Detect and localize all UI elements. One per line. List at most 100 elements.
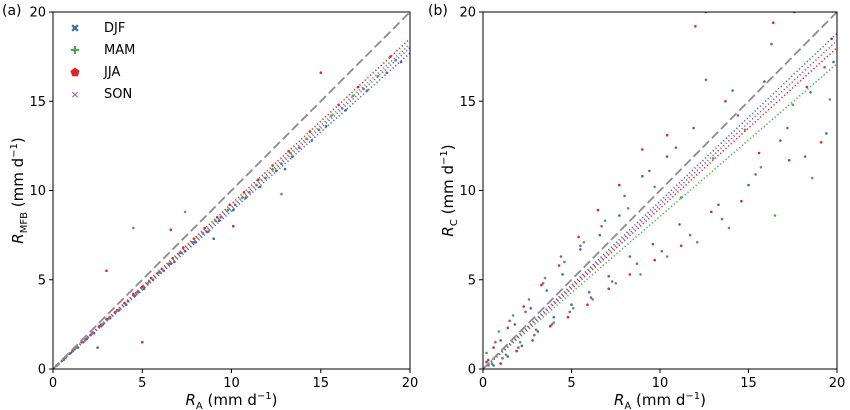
data-point — [786, 126, 789, 130]
data-point — [665, 155, 669, 158]
data-point — [618, 214, 621, 217]
x-tick-label: 0 — [49, 376, 57, 391]
data-point — [641, 148, 644, 151]
fit-line-MAM — [483, 63, 837, 369]
data-point — [628, 255, 632, 258]
data-point — [157, 271, 160, 274]
data-point — [515, 349, 518, 353]
data-point — [508, 319, 511, 323]
y-tick-label: 10 — [459, 184, 476, 199]
data-point — [598, 233, 602, 237]
data-point — [499, 339, 503, 342]
data-point — [586, 303, 589, 307]
data-point — [141, 285, 144, 289]
data-point — [561, 273, 564, 276]
x-tick-label: 10 — [223, 376, 240, 391]
data-point — [283, 167, 287, 171]
data-point — [579, 244, 582, 248]
data-point — [623, 194, 626, 198]
data-point — [651, 242, 655, 246]
data-point — [754, 173, 757, 176]
data-point — [724, 100, 727, 103]
data-point — [531, 339, 534, 342]
data-point — [757, 151, 761, 155]
data-point — [485, 351, 488, 355]
data-point — [660, 249, 664, 253]
data-point — [533, 333, 536, 337]
x-tick-label: 15 — [740, 376, 757, 391]
data-point — [717, 203, 720, 207]
data-point — [135, 290, 139, 294]
x-axis-label: RA (mm d−1) — [614, 391, 706, 410]
series-JJA — [485, 21, 833, 365]
data-point — [639, 273, 642, 276]
data-point — [506, 326, 510, 330]
data-point — [736, 114, 740, 117]
data-point — [351, 94, 355, 98]
data-point — [832, 60, 835, 64]
data-point — [207, 230, 210, 233]
data-point — [485, 360, 488, 364]
y-tick-label: 0 — [468, 363, 476, 378]
data-point — [819, 141, 823, 144]
one-to-one-line — [483, 12, 837, 369]
data-point — [85, 337, 89, 341]
data-point — [517, 346, 520, 349]
plot-area — [53, 12, 410, 369]
data-point — [552, 315, 556, 319]
y-tick-label: 20 — [459, 6, 476, 21]
data-point — [600, 224, 603, 228]
data-point — [499, 362, 503, 365]
data-point — [720, 217, 724, 221]
data-point — [545, 289, 548, 292]
data-point — [280, 192, 283, 196]
data-point — [828, 98, 832, 101]
data-point — [494, 340, 497, 344]
fit-line-JJA — [483, 47, 837, 369]
data-point — [641, 174, 644, 178]
data-point — [825, 132, 828, 135]
data-point — [520, 344, 524, 348]
data-point — [607, 274, 610, 278]
data-point — [497, 330, 501, 333]
data-point — [648, 169, 651, 173]
data-point — [540, 283, 543, 287]
panel-b: 0 5 10 15 20 0 5 10 15 20 RA (mm d−1) RC (mm d−1) (b… — [428, 3, 845, 410]
data-point — [541, 282, 545, 285]
x-tick-label: 5 — [138, 376, 146, 391]
data-point — [142, 287, 146, 291]
data-point — [759, 166, 763, 169]
data-point — [711, 157, 715, 160]
x-axis-label: RA (mm d−1) — [185, 391, 277, 410]
data-point — [501, 357, 504, 360]
data-point — [506, 355, 510, 358]
data-point — [763, 80, 766, 83]
data-point — [787, 158, 791, 162]
x-tick-label: 15 — [312, 376, 329, 391]
series-DJF — [487, 12, 835, 367]
data-point — [743, 128, 747, 132]
series-SON — [487, 42, 826, 367]
legend-label-DJF: DJF — [104, 21, 125, 36]
data-point — [803, 155, 807, 158]
data-point — [665, 133, 669, 137]
data-point — [674, 146, 678, 149]
y-tick-label: 5 — [468, 273, 476, 288]
data-point — [504, 353, 508, 357]
data-point — [212, 237, 215, 240]
data-point — [492, 364, 495, 367]
data-point — [614, 282, 618, 285]
data-point — [549, 324, 552, 328]
data-point — [579, 248, 582, 251]
data-point — [603, 219, 607, 223]
series-MAM — [485, 98, 832, 365]
data-point — [101, 323, 105, 326]
data-point — [183, 210, 187, 214]
x-tick-label: 5 — [567, 376, 575, 391]
data-point — [582, 241, 586, 244]
data-point — [607, 287, 610, 291]
data-point — [487, 358, 490, 362]
data-point — [552, 321, 556, 324]
data-point — [536, 330, 540, 333]
data-point — [587, 290, 591, 294]
